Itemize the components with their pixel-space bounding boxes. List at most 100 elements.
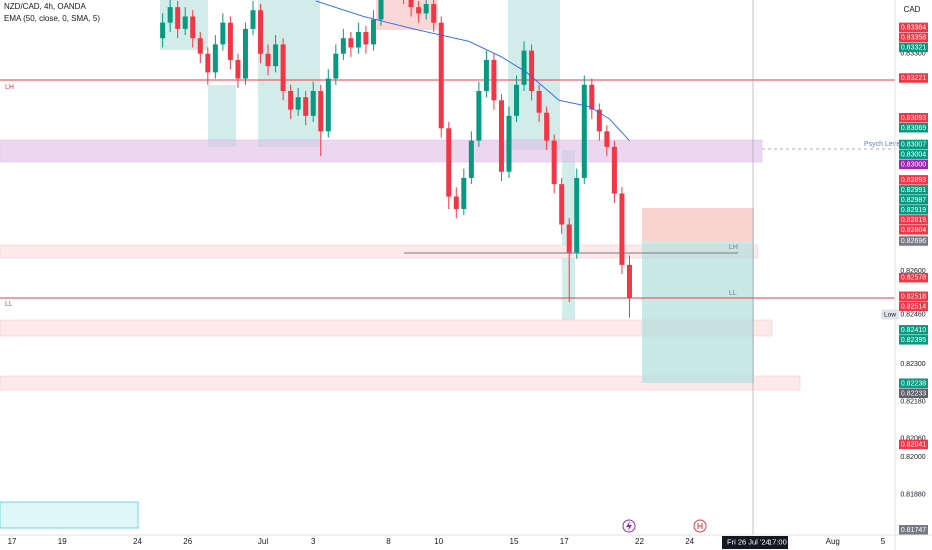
candle-body	[506, 115, 512, 172]
candle-body	[521, 50, 527, 85]
candle-body	[250, 10, 256, 29]
candle-body	[536, 90, 542, 113]
price-badge-label: 0.82578	[901, 275, 926, 282]
price-badge-label: 0.83221	[901, 75, 926, 82]
candle-body	[514, 84, 520, 116]
candle-body	[446, 128, 452, 197]
candle-body	[544, 112, 550, 141]
price-badge	[899, 388, 928, 398]
candle-body	[438, 22, 444, 129]
candle-body	[190, 16, 196, 39]
price-badge	[899, 525, 928, 535]
price-badge	[899, 139, 928, 150]
price-badge	[899, 215, 928, 225]
x-tick-label: 24	[133, 537, 142, 546]
chart-title: NZD/CAD, 4h, OANDA	[4, 2, 86, 11]
candle-body	[340, 38, 346, 54]
y-tick-label: 0.82000	[900, 454, 925, 461]
y-tick-label: 0.82300	[900, 361, 925, 368]
zone	[208, 85, 236, 147]
plot	[160, 0, 632, 318]
candle-body	[175, 7, 181, 29]
event-icon	[626, 521, 632, 531]
x-tick-label: 17	[8, 537, 17, 546]
price-badge-label: 0.82514	[901, 303, 926, 310]
crosshair-time: 17:00	[768, 537, 787, 546]
candle-body	[167, 7, 173, 23]
level-label: Psych Level	[864, 141, 902, 148]
candle-body	[604, 131, 610, 147]
price-badge-label: 0.83093	[901, 115, 926, 122]
x-tick-label: 8	[386, 537, 391, 546]
price-badge-label: 0.83000	[901, 162, 926, 169]
low-text: Low	[884, 311, 896, 318]
candle-body	[288, 90, 294, 110]
x-tick-label: 26	[183, 537, 192, 546]
candle-body	[348, 38, 354, 48]
y-tick-label: 0.81880	[900, 491, 925, 498]
candle-body	[205, 53, 211, 73]
price-badge	[899, 236, 928, 246]
price-badge	[899, 291, 928, 302]
ema-line	[315, 0, 630, 141]
x-tick-label: Aug	[826, 537, 840, 546]
price-badge	[899, 378, 928, 388]
price-badge	[899, 272, 928, 283]
low-value: 0.82460	[900, 311, 925, 318]
candle-body	[258, 10, 264, 54]
price-badge	[899, 112, 928, 123]
candle-body	[295, 97, 301, 110]
candle-body	[611, 146, 617, 194]
candle-body	[197, 38, 203, 54]
price-badge-label: 0.82919	[901, 207, 926, 214]
price-badge	[899, 42, 928, 53]
currency: CAD	[904, 5, 921, 14]
candle-body	[370, 19, 376, 45]
candle-body	[416, 7, 422, 14]
candle-body	[273, 44, 279, 67]
x-tick-label: 3	[311, 537, 316, 546]
y-tick-label: 0.83300	[900, 51, 925, 58]
candle-body	[318, 90, 324, 132]
crosshair-date: Fri 26 Jul '24	[727, 537, 770, 546]
zone	[0, 375, 801, 391]
price-badge-label: 0.82819	[901, 217, 926, 224]
zone	[0, 501, 139, 529]
price-badge	[899, 205, 928, 215]
candle-body	[310, 90, 316, 116]
candle-body	[378, 0, 384, 20]
y-tick-label: 0.82180	[900, 398, 925, 405]
x-tick-label: Jul	[258, 537, 268, 546]
price-badge	[899, 73, 928, 83]
price-badge-label: 0.82893	[901, 177, 926, 184]
price-badge-label: 0.81747	[901, 527, 926, 534]
price-badge-label: 0.82233	[901, 390, 926, 397]
candle-body	[468, 140, 474, 178]
candle-body	[160, 22, 166, 39]
price-badge	[899, 225, 928, 235]
crosshair-label	[722, 536, 788, 549]
candle-body	[574, 177, 580, 253]
price-badge-label: 0.82696	[901, 238, 926, 245]
price-badge-label: 0.82410	[901, 327, 926, 334]
candle-body	[476, 90, 482, 141]
price-badge	[899, 325, 928, 335]
price-badge-label: 0.82991	[901, 187, 926, 194]
target-zone	[642, 242, 754, 383]
x-tick-label: 15	[510, 537, 519, 546]
price-badge-label: 0.83007	[901, 142, 926, 149]
price-badge-label: 0.83384	[901, 24, 926, 31]
price-badge	[899, 149, 928, 160]
price-badge-label: 0.83069	[901, 125, 926, 132]
zone	[258, 0, 320, 147]
candle-body	[265, 53, 271, 67]
x-tick-label: 22	[635, 537, 644, 546]
candle-body	[235, 59, 241, 79]
candle-body	[589, 84, 595, 110]
indicator-legend: EMA (50, close, 0, SMA, 5)	[4, 14, 100, 23]
y-tick-label: 0.82060	[900, 436, 925, 443]
candle-body	[491, 59, 497, 101]
candle-body	[280, 44, 286, 91]
price-badge-label: 0.82987	[901, 197, 926, 204]
